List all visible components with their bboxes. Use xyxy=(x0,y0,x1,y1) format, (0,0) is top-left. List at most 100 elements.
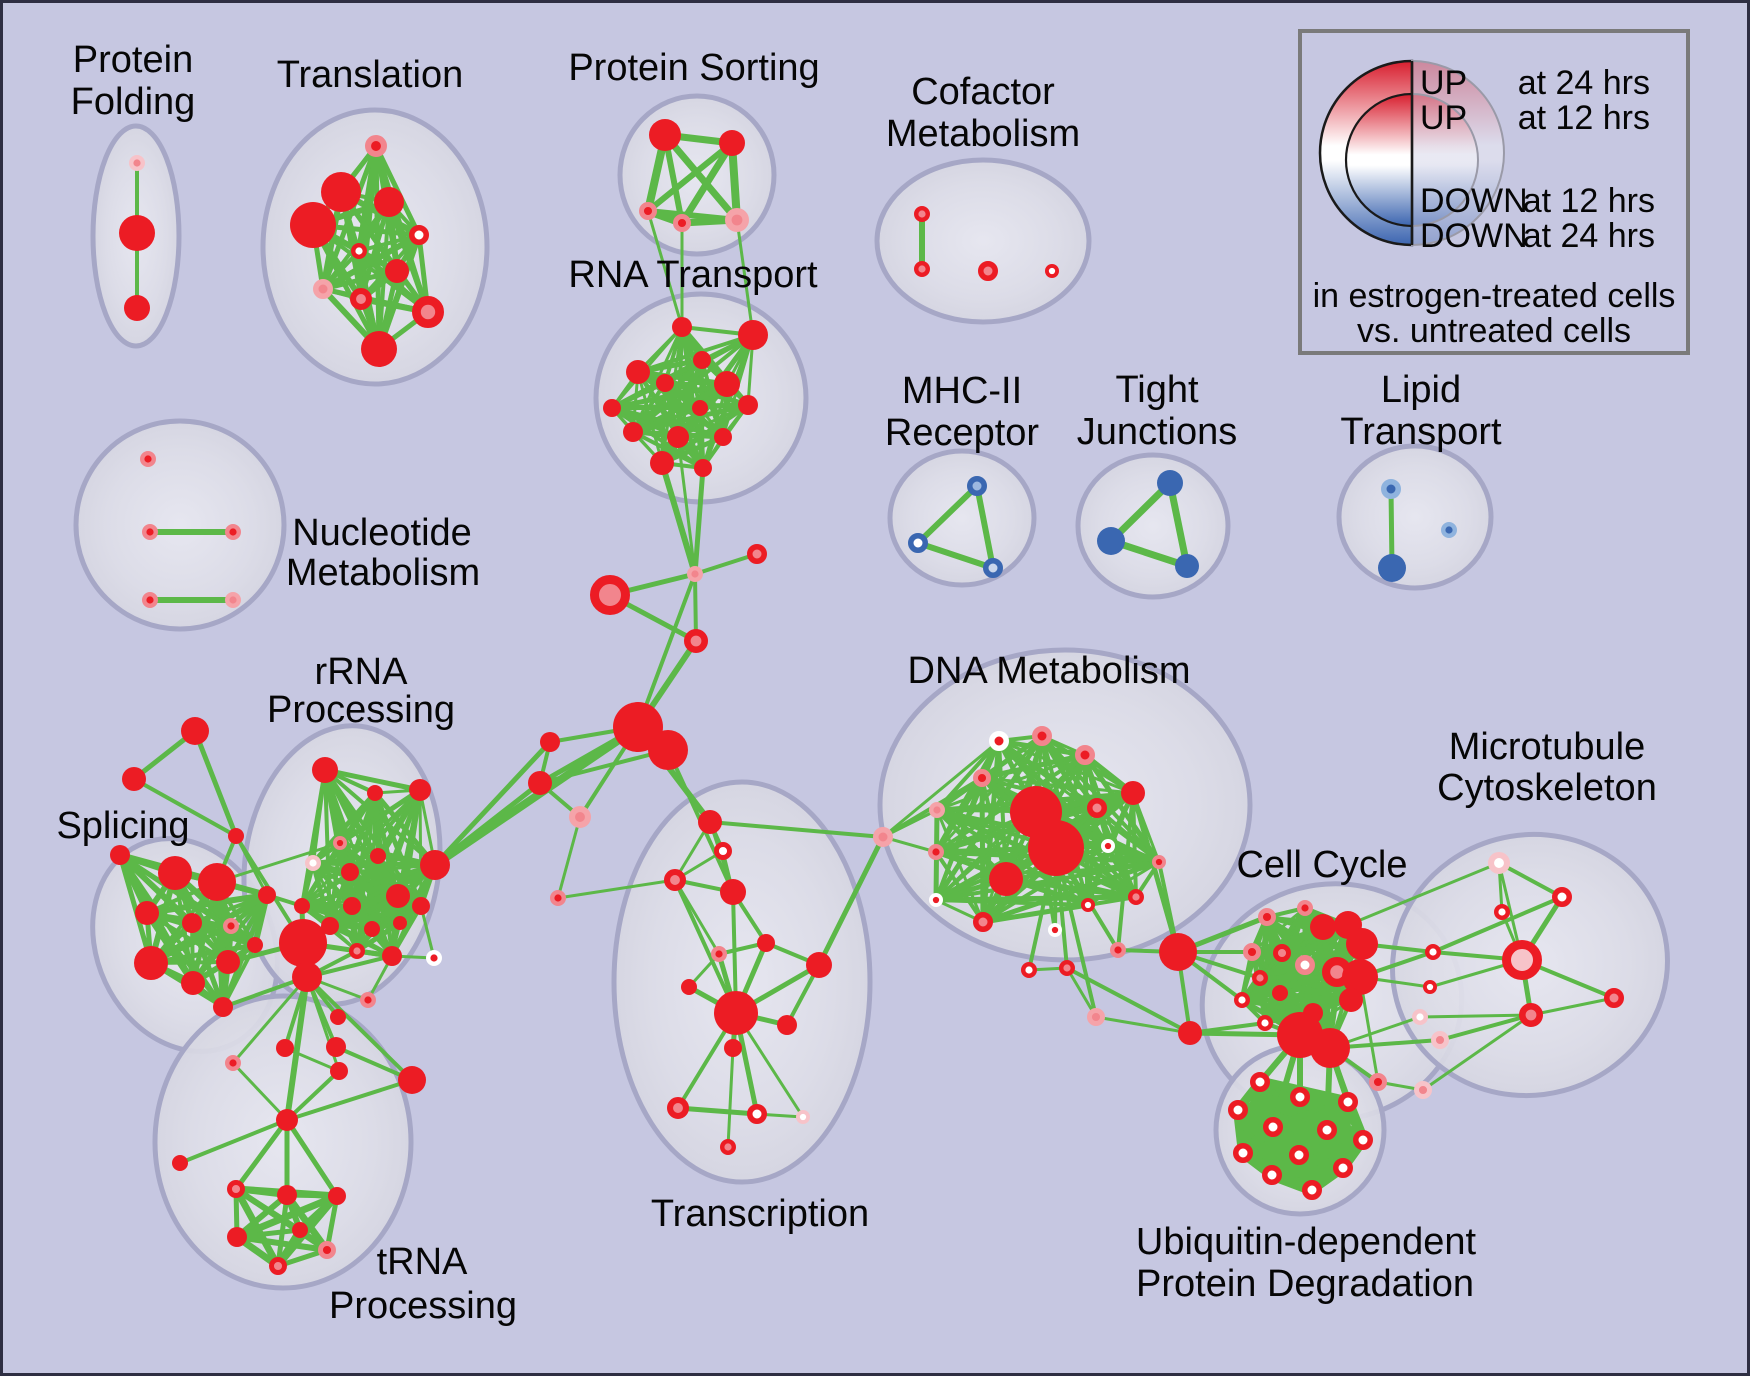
edge xyxy=(915,483,980,546)
gene-node xyxy=(1339,988,1363,1012)
gene-node xyxy=(182,913,202,933)
gene-node xyxy=(294,898,310,914)
gene-node xyxy=(719,130,745,156)
edge xyxy=(678,139,736,227)
gene-node xyxy=(747,544,767,564)
gene-node xyxy=(135,901,159,925)
edge xyxy=(979,752,1088,781)
gene-node xyxy=(277,1185,297,1205)
gene-node xyxy=(1604,988,1624,1008)
gene-node xyxy=(626,360,650,384)
gene-node xyxy=(1333,1158,1353,1178)
edge xyxy=(1257,975,1354,1003)
gene-node xyxy=(228,828,244,844)
gene-node xyxy=(122,767,146,791)
cluster-label-nm: Metabolism xyxy=(286,552,480,594)
edge xyxy=(675,1105,760,1117)
edge xyxy=(1054,846,1098,1019)
gene-node xyxy=(777,1015,797,1035)
gene-node xyxy=(141,524,158,541)
gene-node xyxy=(386,884,410,908)
gene-node xyxy=(374,187,404,217)
edge xyxy=(144,892,270,916)
gene-node xyxy=(1488,852,1511,875)
edge xyxy=(215,841,342,884)
gene-node xyxy=(714,371,740,397)
cluster-label-rrna: rRNA xyxy=(315,651,409,693)
gene-node xyxy=(724,208,749,233)
gene-node xyxy=(393,916,407,930)
gene-node xyxy=(1290,1087,1310,1107)
gene-node xyxy=(349,287,372,310)
legend-label: in estrogen-treated cells xyxy=(1313,277,1676,315)
edge xyxy=(676,435,697,576)
legend-inner-left-half xyxy=(1344,92,1414,228)
gene-node xyxy=(258,886,276,904)
gene-node xyxy=(1242,942,1261,961)
gene-node xyxy=(978,261,998,281)
legend-label: at 12 hrs xyxy=(1523,182,1655,220)
gene-node xyxy=(1257,907,1276,926)
gene-node xyxy=(1272,985,1288,1001)
gene-node xyxy=(1228,1100,1248,1120)
edge xyxy=(231,1061,289,1122)
gene-node xyxy=(328,1187,346,1205)
edge xyxy=(726,1046,735,1149)
cluster-ellipse-lt xyxy=(1336,443,1494,591)
gene-node xyxy=(290,202,336,248)
edge xyxy=(692,465,706,577)
gene-node xyxy=(590,575,630,615)
edge xyxy=(284,974,310,1123)
edge xyxy=(646,209,684,329)
legend-label: UP xyxy=(1420,64,1467,102)
cluster-label-tr: Translation xyxy=(277,54,464,96)
gene-node xyxy=(914,261,931,278)
cluster-label-ubi: Ubiquitin-dependent xyxy=(1136,1221,1477,1263)
gene-node xyxy=(198,863,236,901)
cluster-label-ubi: Protein Degradation xyxy=(1136,1263,1474,1305)
edge xyxy=(980,859,1162,925)
edge xyxy=(915,540,996,571)
edge xyxy=(1131,791,1138,899)
gene-node xyxy=(914,205,931,222)
gene-node xyxy=(1109,942,1126,959)
gene-node xyxy=(124,295,150,321)
gene-node xyxy=(1251,970,1268,987)
gene-node xyxy=(664,869,687,892)
gene-node xyxy=(216,950,240,974)
gene-node xyxy=(973,912,993,932)
gene-node xyxy=(550,890,567,907)
gene-node xyxy=(279,919,327,967)
gene-node xyxy=(873,827,893,847)
gene-node xyxy=(540,732,560,752)
cluster-label-mhc: MHC-II xyxy=(902,370,1022,412)
gene-node xyxy=(1152,854,1167,869)
edge xyxy=(320,268,400,292)
gene-node xyxy=(1233,992,1250,1009)
edge xyxy=(322,767,423,793)
gene-node xyxy=(326,1037,346,1057)
legend-label: vs. untreated cells xyxy=(1357,312,1631,350)
gene-node xyxy=(247,937,263,953)
cluster-label-lt: Lipid xyxy=(1381,369,1461,411)
edge xyxy=(1085,843,1111,908)
gene-node xyxy=(1502,940,1542,980)
gene-node xyxy=(1127,889,1144,906)
gene-node xyxy=(1310,1028,1350,1068)
gene-node xyxy=(623,422,643,442)
edge xyxy=(310,222,382,352)
edge xyxy=(816,834,886,968)
gene-node xyxy=(1086,1007,1105,1026)
edge xyxy=(192,728,239,839)
edge xyxy=(1094,1015,1192,1035)
gene-node xyxy=(1342,959,1378,995)
edge xyxy=(118,853,230,964)
gene-node xyxy=(119,215,155,251)
edge xyxy=(735,218,755,337)
gene-node xyxy=(1157,470,1183,496)
gene-node xyxy=(412,897,430,915)
edge xyxy=(980,776,1135,795)
edge xyxy=(117,852,154,966)
